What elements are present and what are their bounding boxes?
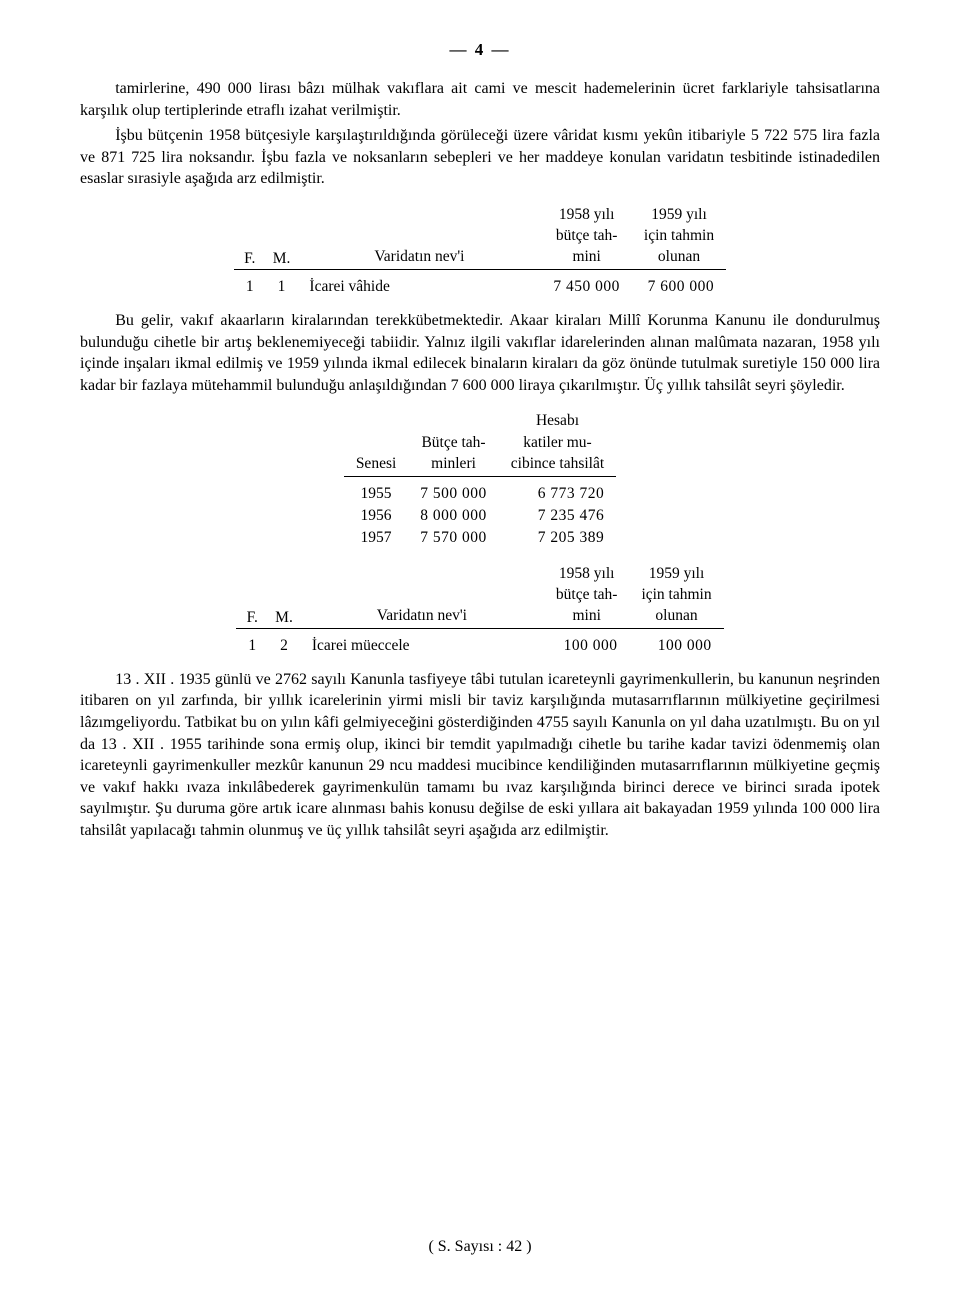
paragraph-2: İşbu bütçenin 1958 bütçesiyle karşılaştı… — [80, 125, 880, 190]
t1-hdr-1959-c: olunan — [632, 246, 726, 270]
t2-hdr-hesabi-b: katiler mu- — [499, 432, 616, 453]
t2-r0-hesabi: 6 773 720 — [499, 476, 616, 505]
t1-row-nevi: İcarei vâhide — [297, 270, 541, 299]
t1-hdr-1959-b: için tahmin — [632, 225, 726, 246]
t1-hdr-1959-a: 1959 yılı — [632, 204, 726, 225]
t1-hdr-nevi: Varidatın nev'i — [297, 246, 541, 270]
document-page: — 4 — tamirlerine, 490 000 lirası bâzı m… — [0, 0, 960, 1316]
t1-row-f: 1 — [234, 270, 266, 299]
t3-hdr-1959-b: için tahmin — [629, 584, 723, 605]
t2-hdr-senesi: Senesi — [344, 453, 408, 477]
t2-r0-butce: 7 500 000 — [408, 476, 499, 505]
t3-hdr-1959-c: olunan — [629, 605, 723, 629]
t3-hdr-1958-c: mini — [544, 605, 630, 629]
page-footer: ( S. Sayısı : 42 ) — [0, 1238, 960, 1256]
t3-hdr-f: F. — [236, 605, 268, 629]
table-3: 1958 yılı 1959 yılı bütçe tah- için tahm… — [80, 563, 880, 657]
t2-r1-senesi: 1956 — [344, 505, 408, 527]
paragraph-3: Bu gelir, vakıf akaarların kiralarından … — [80, 310, 880, 396]
t3-hdr-nevi: Varidatın nev'i — [300, 605, 544, 629]
t1-row-1958: 7 450 000 — [541, 270, 632, 299]
t1-hdr-f: F. — [234, 246, 266, 270]
t3-hdr-1958-b: bütçe tah- — [544, 584, 630, 605]
t3-row-1959: 100 000 — [629, 628, 723, 657]
t2-hdr-butce-a: Bütçe tah- — [408, 432, 499, 453]
t2-r1-butce: 8 000 000 — [408, 505, 499, 527]
t3-hdr-1958-a: 1958 yılı — [544, 563, 630, 584]
t3-row-f: 1 — [236, 628, 268, 657]
paragraph-4: 13 . XII . 1935 günlü ve 2762 sayılı Kan… — [80, 669, 880, 842]
t2-hdr-hesabi-a: Hesabı — [499, 410, 616, 431]
t1-row-1959: 7 600 000 — [632, 270, 726, 299]
t2-r0-senesi: 1955 — [344, 476, 408, 505]
paragraph-1: tamirlerine, 490 000 lirası bâzı mülhak … — [80, 78, 880, 121]
t3-row-m: 2 — [268, 628, 300, 657]
t2-r2-hesabi: 7 205 389 — [499, 527, 616, 549]
t3-row-1958: 100 000 — [544, 628, 630, 657]
page-number: — 4 — — [80, 40, 880, 60]
t3-hdr-1959-a: 1959 yılı — [629, 563, 723, 584]
t2-r2-senesi: 1957 — [344, 527, 408, 549]
t3-hdr-m: M. — [268, 605, 300, 629]
table-2: Hesabı Bütçe tah- katiler mu- Senesi min… — [80, 410, 880, 548]
t1-hdr-1958-a: 1958 yılı — [541, 204, 632, 225]
t1-hdr-1958-c: mini — [541, 246, 632, 270]
t2-r1-hesabi: 7 235 476 — [499, 505, 616, 527]
t1-hdr-m: M. — [266, 246, 298, 270]
t1-row-m: 1 — [266, 270, 298, 299]
t2-r2-butce: 7 570 000 — [408, 527, 499, 549]
t2-hdr-butce-b: minleri — [408, 453, 499, 477]
t2-hdr-hesabi-c: cibince tahsilât — [499, 453, 616, 477]
t3-row-nevi: İcarei müeccele — [300, 628, 544, 657]
t1-hdr-1958-b: bütçe tah- — [541, 225, 632, 246]
table-1: 1958 yılı 1959 yılı bütçe tah- için tahm… — [80, 204, 880, 298]
